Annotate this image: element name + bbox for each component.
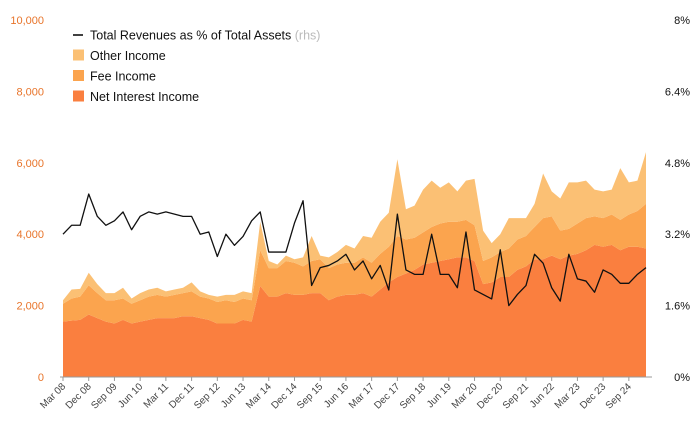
ratio-line-layer (62, 193, 647, 307)
x-tick-label: Mar 23 (553, 381, 583, 411)
x-tick-label: Jun 10 (116, 381, 145, 410)
legend-label-net-interest-income: Net Interest Income (90, 90, 199, 104)
right-tick-label: 1.6% (665, 301, 690, 313)
area-fee-income (63, 203, 646, 324)
stacked-areas (63, 152, 646, 377)
x-tick-label: Jun 16 (322, 381, 351, 410)
x-tick-label: Jun 19 (425, 381, 454, 410)
legend-label-other-income: Other Income (90, 49, 166, 63)
legend-swatch-fee-income (73, 70, 84, 81)
x-tick-label: Jun 22 (528, 381, 557, 410)
left-tick-label: 0 (38, 372, 44, 384)
x-tick-label: Dec 08 (64, 381, 94, 411)
x-tick-label: Sep 24 (604, 381, 634, 411)
x-tick-label: Sep 18 (398, 381, 428, 411)
right-tick-label: 8% (674, 15, 690, 27)
x-tick-label: Mar 11 (142, 381, 172, 411)
left-tick-label: 10,000 (10, 15, 44, 27)
x-tick-label: Mar 17 (347, 381, 377, 411)
left-tick-label: 2,000 (16, 301, 44, 313)
right-tick-label: 3.2% (665, 229, 690, 241)
x-tick-label: Dec 23 (578, 381, 608, 411)
x-tick-label: Mar 08 (38, 381, 68, 411)
x-tick-label: Sep 09 (89, 381, 119, 411)
right-tick-label: 0% (674, 372, 690, 384)
line-total-revenues-pct (62, 193, 647, 307)
legend-label-fee-income: Fee Income (90, 70, 156, 84)
x-tick-label: Sep 12 (192, 381, 222, 411)
x-tick-label: Sep 15 (295, 381, 325, 411)
left-tick-label: 4,000 (16, 229, 44, 241)
left-tick-label: 6,000 (16, 158, 44, 170)
legend: Total Revenues as % of Total Assets (rhs… (73, 29, 320, 104)
x-tick-label: Mar 20 (450, 381, 480, 411)
legend-swatch-other-income (73, 49, 84, 61)
x-tick-label: Dec 14 (269, 381, 299, 411)
right-tick-label: 4.8% (665, 158, 690, 170)
x-tick-label: Dec 17 (372, 381, 402, 411)
right-axis: 0% 1.6% 3.2% 4.8% 6.4% 8% (665, 15, 690, 384)
legend-label-total-revenues-as-of-total-assets: Total Revenues as % of Total Assets (rhs… (90, 29, 320, 43)
area-other-income (63, 152, 646, 304)
x-tick-label: Dec 20 (475, 381, 505, 411)
x-tick-label: Jun 13 (219, 381, 248, 410)
left-tick-label: 8,000 (16, 86, 44, 98)
x-tick-label: Sep 21 (501, 381, 531, 411)
area-net-interest-income (63, 244, 646, 377)
right-tick-label: 6.4% (665, 86, 690, 98)
x-tick-label: Mar 14 (244, 381, 274, 411)
x-tick-label: Dec 11 (167, 381, 197, 411)
legend-swatch-net-interest-income (73, 90, 84, 102)
left-axis: 0 2,000 4,000 6,000 8,000 10,000 (10, 15, 44, 384)
